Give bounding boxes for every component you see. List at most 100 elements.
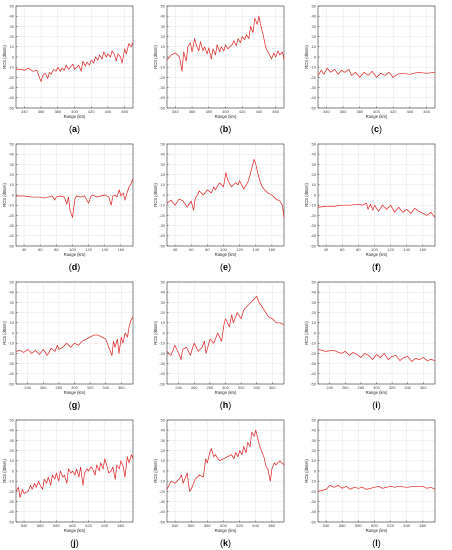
y-tick-label: -40 bbox=[310, 95, 317, 100]
y-tick-label: 0 bbox=[163, 54, 166, 59]
chart-panel-a: 340 360 380 400 420 440 460 -50 -40 -30 -20 -10 0 10 2… bbox=[2, 3, 134, 134]
x-tick-label: 160 bbox=[118, 247, 125, 252]
y-tick-label: -40 bbox=[8, 509, 15, 514]
panel-label: (e) bbox=[220, 262, 231, 272]
x-tick-label: 620 bbox=[236, 523, 243, 528]
y-axis-label: RCS (dBsm) bbox=[304, 45, 309, 69]
y-axis-label: RCS (dBsm) bbox=[153, 459, 158, 483]
y-tick-label: -30 bbox=[8, 223, 15, 228]
series-line bbox=[166, 15, 285, 72]
chart-panel-h: 240 260 280 300 320 340 360 -50 -40 -30 -20 -10 0 10 2… bbox=[153, 279, 285, 410]
y-tick-label: -20 bbox=[159, 75, 166, 80]
y-tick-label: -40 bbox=[159, 233, 166, 238]
x-tick-label: 100 bbox=[69, 247, 76, 252]
y-tick-label: 30 bbox=[10, 438, 15, 443]
y-tick-label: 0 bbox=[163, 468, 166, 473]
x-tick-label: 240 bbox=[175, 385, 182, 390]
y-tick-label: 10 bbox=[312, 44, 317, 49]
x-tick-label: 400 bbox=[222, 109, 229, 114]
x-axis-label: Range (km) bbox=[366, 252, 388, 257]
x-tick-label: 300 bbox=[222, 385, 229, 390]
y-tick-label: -40 bbox=[310, 509, 317, 514]
x-tick-label: 120 bbox=[85, 247, 92, 252]
y-tick-label: 10 bbox=[161, 458, 166, 463]
x-axis-label: Range (km) bbox=[64, 114, 86, 119]
x-tick-label: 340 bbox=[172, 109, 179, 114]
y-tick-label: -50 bbox=[8, 105, 15, 110]
chart-panel-e: 40 60 80 100 120 140 160 -50 -40 -30 -20 -10 0 10 20 30… bbox=[153, 141, 285, 272]
x-axis-label: Range (km) bbox=[215, 390, 237, 395]
y-tick-label: -50 bbox=[310, 105, 317, 110]
x-tick-label: 620 bbox=[85, 523, 92, 528]
y-tick-label: 50 bbox=[161, 141, 166, 146]
y-tick-label: -40 bbox=[8, 371, 15, 376]
y-tick-label: -10 bbox=[310, 65, 317, 70]
chart-panel-k: 540 560 580 600 620 640 660 -50 -40 -30 -20 -10 0 10 2… bbox=[153, 417, 285, 548]
y-tick-label: -30 bbox=[159, 223, 166, 228]
x-tick-label: 580 bbox=[53, 523, 60, 528]
series-line bbox=[16, 178, 134, 218]
y-tick-label: 10 bbox=[312, 320, 317, 325]
y-tick-label: -30 bbox=[159, 361, 166, 366]
x-tick-label: 460 bbox=[423, 109, 430, 114]
y-tick-label: 10 bbox=[312, 458, 317, 463]
y-tick-label: -50 bbox=[310, 381, 317, 386]
x-tick-label: 360 bbox=[38, 109, 45, 114]
y-tick-label: -20 bbox=[159, 351, 166, 356]
x-tick-label: 600 bbox=[220, 523, 227, 528]
y-tick-label: -10 bbox=[159, 479, 166, 484]
x-tick-label: 420 bbox=[390, 109, 397, 114]
x-tick-label: 240 bbox=[24, 385, 31, 390]
chart-panel-c: 340 360 380 400 420 440 460 -50 -40 -30 -20 -10 0 10 2… bbox=[304, 3, 436, 134]
series-line bbox=[16, 41, 134, 82]
x-tick-label: 660 bbox=[269, 523, 276, 528]
x-axis-label: Range (km) bbox=[215, 252, 237, 257]
x-tick-label: 260 bbox=[40, 385, 47, 390]
x-tick-label: 160 bbox=[420, 247, 427, 252]
x-tick-label: 80 bbox=[54, 247, 59, 252]
x-tick-label: 60 bbox=[38, 247, 43, 252]
y-tick-label: 0 bbox=[12, 192, 15, 197]
panel-label: (f) bbox=[372, 262, 381, 272]
x-tick-label: 140 bbox=[403, 247, 410, 252]
y-tick-label: -40 bbox=[310, 233, 317, 238]
y-tick-label: -50 bbox=[159, 243, 166, 248]
y-tick-label: -20 bbox=[8, 489, 15, 494]
x-tick-label: 560 bbox=[188, 523, 195, 528]
x-tick-label: 380 bbox=[54, 109, 61, 114]
x-tick-label: 60 bbox=[340, 247, 345, 252]
y-tick-label: 30 bbox=[312, 300, 317, 305]
panel-label: (k) bbox=[220, 538, 231, 548]
x-tick-label: 440 bbox=[407, 109, 414, 114]
y-tick-label: 50 bbox=[10, 141, 15, 146]
y-tick-label: -10 bbox=[159, 203, 166, 208]
x-tick-label: 420 bbox=[88, 109, 95, 114]
y-tick-label: -30 bbox=[8, 499, 15, 504]
y-tick-label: -10 bbox=[8, 203, 15, 208]
y-axis-label: RCS (dBsm) bbox=[2, 321, 7, 345]
y-tick-label: -20 bbox=[310, 75, 317, 80]
y-tick-label: 0 bbox=[12, 468, 15, 473]
y-tick-label: 30 bbox=[10, 162, 15, 167]
x-tick-label: 460 bbox=[121, 109, 128, 114]
x-tick-label: 360 bbox=[269, 385, 276, 390]
x-axis-label: Range (km) bbox=[366, 528, 388, 533]
y-tick-label: -30 bbox=[8, 85, 15, 90]
x-tick-label: 600 bbox=[371, 523, 378, 528]
y-tick-label: 20 bbox=[312, 448, 317, 453]
y-tick-label: 30 bbox=[161, 162, 166, 167]
x-tick-label: 540 bbox=[323, 523, 330, 528]
y-tick-label: 40 bbox=[10, 290, 15, 295]
y-tick-label: -40 bbox=[310, 371, 317, 376]
y-axis-label: RCS (dBsm) bbox=[2, 459, 7, 483]
y-tick-label: 20 bbox=[10, 34, 15, 39]
y-tick-label: 10 bbox=[161, 44, 166, 49]
panel-label: (i) bbox=[372, 400, 381, 410]
y-tick-label: 20 bbox=[161, 34, 166, 39]
series-line bbox=[317, 348, 436, 362]
panel-label: (d) bbox=[69, 262, 81, 272]
y-tick-label: -30 bbox=[310, 499, 317, 504]
y-tick-label: -40 bbox=[159, 95, 166, 100]
y-tick-label: 40 bbox=[10, 428, 15, 433]
x-tick-label: 360 bbox=[340, 109, 347, 114]
